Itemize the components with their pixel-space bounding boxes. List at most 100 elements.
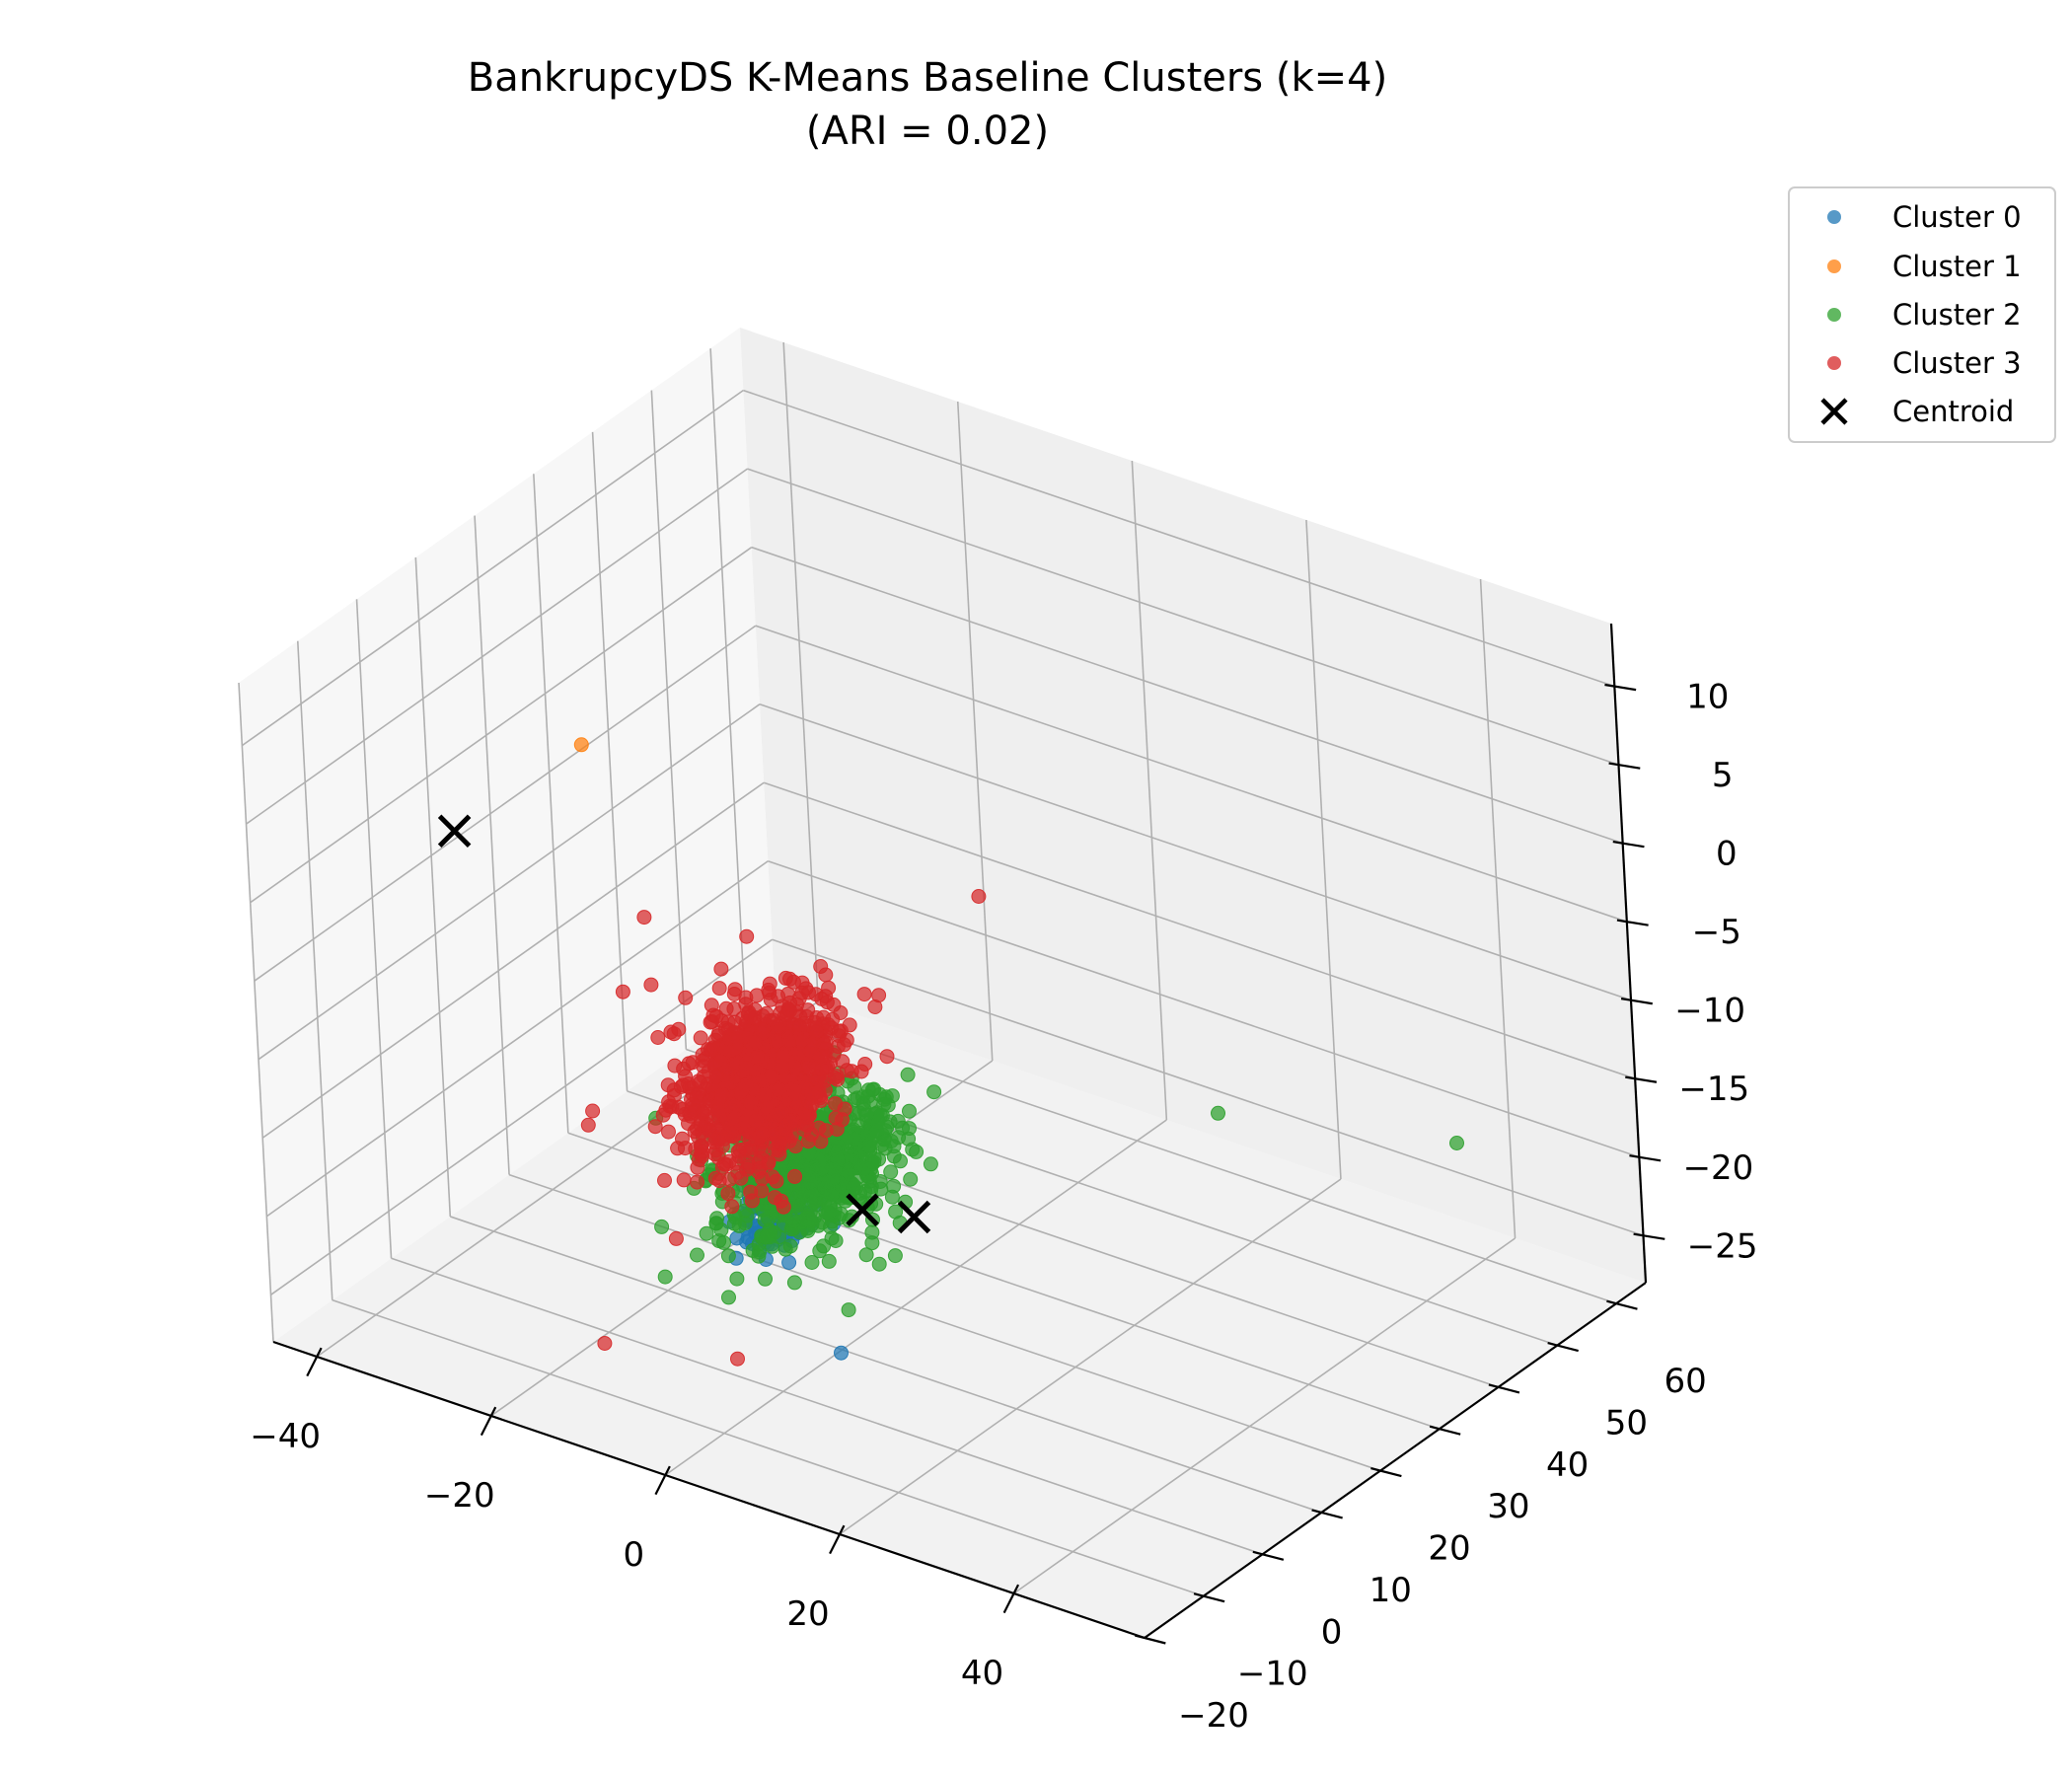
x-axis-tick xyxy=(654,1465,671,1496)
x-axis-tick-label: 40 xyxy=(961,1654,1003,1693)
data-point xyxy=(752,1160,768,1176)
grid-line-z xyxy=(241,389,744,747)
centroid-marker xyxy=(846,1193,879,1227)
data-point xyxy=(678,990,694,1005)
data-point xyxy=(729,1271,745,1287)
axis-panes xyxy=(239,328,1646,1638)
grid-line-x xyxy=(782,341,819,1002)
y-axis-tick xyxy=(1252,1550,1285,1561)
data-point xyxy=(716,1132,732,1147)
data-points xyxy=(573,737,1464,1367)
grid-line-z xyxy=(772,938,1644,1237)
data-point xyxy=(713,1222,729,1237)
data-point xyxy=(828,1096,844,1112)
legend-label-cluster-3: Cluster 3 xyxy=(1892,346,2022,380)
data-point xyxy=(764,1069,779,1084)
data-point xyxy=(834,1345,849,1361)
grid-line-x xyxy=(956,401,994,1062)
centroid-stroke xyxy=(437,814,472,849)
data-point xyxy=(655,1107,671,1123)
data-point xyxy=(748,1131,764,1147)
y-axis-tick-label: −20 xyxy=(1178,1696,1249,1736)
y-axis-tick-label: 10 xyxy=(1369,1571,1412,1610)
data-point xyxy=(818,1123,834,1139)
left-wall-pane xyxy=(239,328,775,1342)
data-point xyxy=(926,1084,942,1100)
data-point xyxy=(808,1024,824,1039)
legend-label-cluster-1: Cluster 1 xyxy=(1892,250,2022,283)
grid-line-z xyxy=(759,703,1632,1001)
data-point xyxy=(615,984,630,999)
data-point xyxy=(893,1153,908,1169)
data-point xyxy=(861,1139,877,1153)
x-axis-tick-label: 20 xyxy=(786,1594,829,1634)
data-point xyxy=(710,1102,726,1118)
x-axis-tick xyxy=(1002,1584,1020,1614)
data-point xyxy=(699,1225,714,1241)
data-point xyxy=(771,989,786,1004)
data-point xyxy=(863,1183,879,1199)
data-point xyxy=(695,1105,710,1121)
data-point xyxy=(751,1050,766,1065)
data-point xyxy=(668,1230,684,1246)
legend-label-centroid: Centroid xyxy=(1892,395,2014,428)
data-point xyxy=(711,981,727,997)
data-point xyxy=(821,1205,837,1221)
data-point xyxy=(585,1103,601,1119)
grid-line-y xyxy=(650,390,688,1050)
centroid-stroke xyxy=(846,1193,879,1227)
data-point xyxy=(650,1030,666,1045)
data-point xyxy=(776,1199,791,1215)
x-axis-tick xyxy=(480,1406,497,1437)
y-axis-tick xyxy=(1488,1383,1520,1394)
data-point xyxy=(900,1067,916,1082)
data-point xyxy=(693,1030,708,1046)
z-axis-tick-label: 0 xyxy=(1716,835,1738,874)
data-point xyxy=(902,1103,917,1119)
data-point xyxy=(1449,1136,1464,1150)
y-axis-tick-label: −10 xyxy=(1237,1655,1308,1694)
legend-frame xyxy=(1788,186,2056,443)
data-point xyxy=(769,1107,784,1123)
data-point xyxy=(726,987,742,1001)
data-point xyxy=(681,1116,696,1132)
data-point xyxy=(772,1082,787,1097)
data-point xyxy=(721,1153,737,1169)
legend-marker-cluster-2 xyxy=(1827,308,1841,322)
data-point xyxy=(739,928,755,944)
data-point xyxy=(856,1160,872,1176)
grid-line-z xyxy=(250,547,753,904)
data-point xyxy=(747,1035,763,1051)
legend-marker-cluster-0 xyxy=(1827,210,1841,224)
z-axis-tick-label: 5 xyxy=(1712,756,1734,795)
data-point xyxy=(689,1090,704,1105)
data-point xyxy=(751,1248,767,1264)
grid-line-x xyxy=(839,1178,1342,1535)
grid-line-y xyxy=(332,1298,1205,1597)
z-axis-tick-label: −20 xyxy=(1683,1148,1754,1188)
grid-line-z xyxy=(246,468,748,825)
data-point xyxy=(721,1290,736,1305)
grid-line-y xyxy=(709,348,746,1008)
grid-line-y xyxy=(508,1173,1381,1472)
data-point xyxy=(905,1142,921,1157)
data-point xyxy=(743,1094,759,1110)
data-point xyxy=(713,961,729,977)
data-point xyxy=(887,1248,903,1264)
grid-line-y xyxy=(474,515,510,1175)
grid-line-x xyxy=(664,1119,1167,1476)
data-point xyxy=(787,1168,802,1184)
data-point xyxy=(691,1151,706,1167)
data-point xyxy=(801,985,816,1000)
data-point xyxy=(724,1199,740,1215)
data-point xyxy=(804,1255,820,1270)
z-axis-tick xyxy=(1633,1232,1665,1240)
y-axis-tick-label: 20 xyxy=(1428,1529,1470,1569)
x-axis-tick-label: 0 xyxy=(624,1535,645,1575)
x-axis-tick-label: −20 xyxy=(424,1476,495,1516)
data-point xyxy=(864,1235,880,1251)
data-point xyxy=(798,1008,814,1024)
data-point xyxy=(1211,1105,1225,1121)
grid-line-x xyxy=(1013,1237,1517,1594)
